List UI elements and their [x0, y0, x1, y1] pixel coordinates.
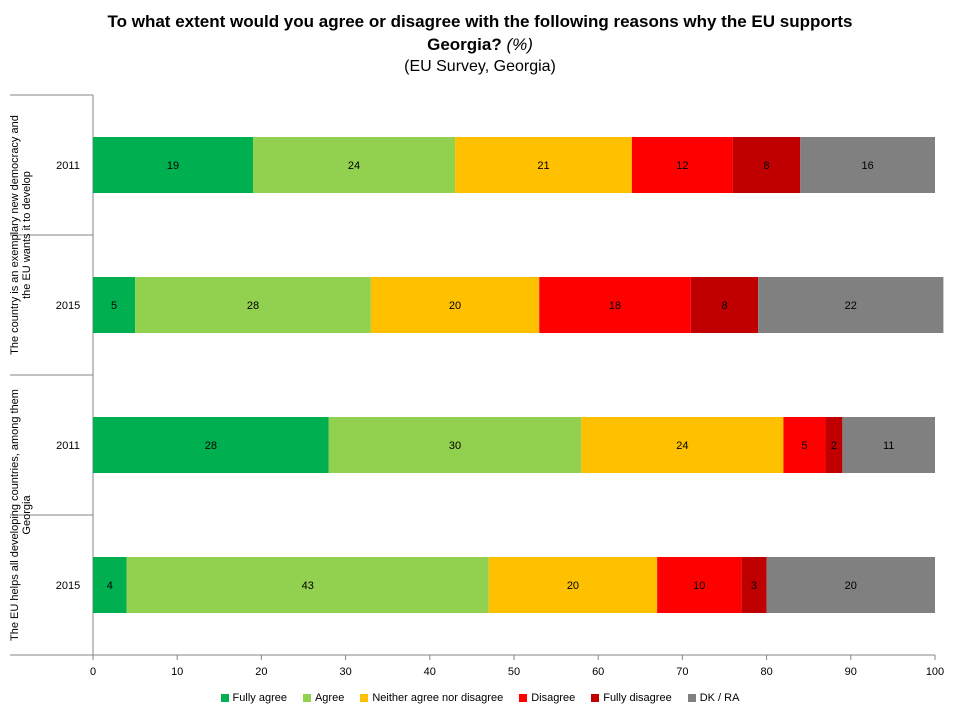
data-label: 21 — [537, 160, 549, 172]
data-label: 5 — [111, 300, 117, 312]
legend-label: Agree — [314, 692, 345, 705]
x-tick-label: 90 — [845, 666, 857, 678]
stacked-bar-chart: 0 10 20 30 40 50 60 70 80 90 100 19 24 21 12 8 165 28 20 1… — [9, 94, 944, 678]
legend-swatch — [302, 694, 311, 703]
bar-segment-3-2 — [488, 557, 658, 613]
legend-label: Fully disagree — [603, 692, 672, 705]
title-line-2-text: Georgia? — [427, 35, 502, 54]
chart-title: To what extent would you agree or disagr… — [0, 10, 960, 78]
legend-swatch — [591, 694, 600, 703]
x-tick-label: 70 — [676, 666, 688, 678]
x-tick-label: 30 — [339, 666, 351, 678]
bar-segment-1-3 — [539, 277, 691, 333]
legend-label: DK / RA — [699, 692, 740, 705]
bar-segment-2-4 — [825, 417, 843, 473]
x-tick-label: 50 — [508, 666, 520, 678]
data-label: 22 — [845, 300, 857, 312]
bar-segment-3-3 — [657, 557, 742, 613]
legend-label: Disagree — [531, 692, 576, 705]
bar-segment-1-5 — [758, 277, 944, 333]
x-tick-label: 0 — [90, 666, 96, 678]
data-label: 28 — [247, 300, 259, 312]
group-label-line: The EU helps all developing countries, a… — [9, 389, 21, 641]
bar-segment-2-0 — [93, 417, 329, 473]
legend-item: Fully disagree — [591, 692, 672, 705]
legend-item: DK / RA — [687, 692, 740, 705]
group-label-1: The EU helps all developing countries, a… — [9, 389, 33, 641]
title-subtitle: (EU Survey, Georgia) — [404, 58, 556, 75]
legend: Fully agree Agree Neither agree nor disagr… — [0, 692, 960, 704]
bar-segment-0-5 — [800, 137, 935, 193]
year-label: 2015 — [56, 580, 80, 592]
bar-segment-1-1 — [135, 277, 371, 333]
title-line-2: Georgia? (%) — [0, 33, 960, 56]
data-label: 8 — [721, 300, 727, 312]
bar-segment-0-4 — [732, 137, 801, 193]
bar-segment-3-1 — [126, 557, 489, 613]
bar-segment-3-4 — [741, 557, 767, 613]
legend-label: Fully agree — [232, 692, 287, 705]
category-labels: 2011 2015 2011 2015 The country is an exempl… — [9, 115, 80, 641]
bar-segment-3-5 — [766, 557, 935, 613]
x-tick-label: 40 — [424, 666, 436, 678]
axes: 0 10 20 30 40 50 60 70 80 90 100 — [10, 94, 944, 678]
data-label: 43 — [302, 580, 314, 592]
legend-swatch — [687, 694, 696, 703]
data-label: 4 — [107, 580, 113, 592]
bars: 19 24 21 12 8 16 5 28 20 18 8 22 28 30 24 5 2 11 4 43 20 10 3 2… — [93, 137, 944, 613]
group-label-0: The country is an exemplary new democrac… — [9, 115, 33, 355]
data-label: 20 — [449, 300, 461, 312]
legend-label: Neither agree nor disagree — [372, 692, 504, 705]
x-tick-label: 10 — [171, 666, 183, 678]
legend-item: Fully agree — [220, 692, 287, 705]
bar-segment-0-2 — [455, 137, 632, 193]
x-tick-label: 80 — [760, 666, 772, 678]
data-label: 3 — [751, 580, 757, 592]
legend-item: Neither agree nor disagree — [360, 692, 503, 704]
bar-segment-1-0 — [93, 277, 136, 333]
data-label: 12 — [676, 160, 688, 172]
group-label-line: The country is an exemplary new democrac… — [9, 115, 21, 355]
data-label: 2 — [831, 440, 837, 452]
title-unit: (%) — [506, 35, 533, 54]
data-label: 19 — [167, 160, 179, 172]
group-label-line: Georgia — [21, 495, 33, 535]
legend-swatch — [519, 694, 528, 703]
bar-segment-3-0 — [93, 557, 127, 613]
x-tick-label: 100 — [926, 666, 944, 678]
year-label: 2011 — [56, 440, 80, 452]
x-tick-label: 20 — [255, 666, 267, 678]
group-label-line: the EU wants it to develop — [21, 171, 33, 299]
data-label: 28 — [205, 440, 217, 452]
title-line-1: To what extent would you agree or disagr… — [107, 12, 853, 31]
data-label: 20 — [845, 580, 857, 592]
data-label: 24 — [348, 160, 360, 172]
x-tick-label: 60 — [592, 666, 604, 678]
bar-segment-0-1 — [252, 137, 456, 193]
bar-segment-2-2 — [581, 417, 784, 473]
data-label: 30 — [449, 440, 461, 452]
data-label: 10 — [693, 580, 705, 592]
year-label: 2011 — [56, 160, 80, 172]
data-label: 8 — [764, 160, 770, 172]
bar-segment-0-3 — [631, 137, 733, 193]
data-label: 18 — [609, 300, 621, 312]
bar-segment-0-0 — [93, 137, 253, 193]
bar-segment-2-3 — [783, 417, 826, 473]
bar-segment-1-2 — [370, 277, 540, 333]
legend-swatch — [360, 694, 369, 703]
year-label: 2015 — [56, 300, 80, 312]
data-label: 16 — [862, 160, 874, 172]
data-label: 20 — [567, 580, 579, 592]
legend-swatch — [220, 694, 229, 703]
data-label: 11 — [883, 440, 894, 452]
legend-item: Agree — [302, 692, 345, 705]
legend-item: Disagree — [519, 692, 575, 704]
bar-segment-1-4 — [690, 277, 759, 333]
data-label: 24 — [676, 440, 688, 452]
data-label: 5 — [801, 440, 807, 452]
bar-segment-2-5 — [842, 417, 935, 473]
bar-segment-2-1 — [328, 417, 582, 473]
